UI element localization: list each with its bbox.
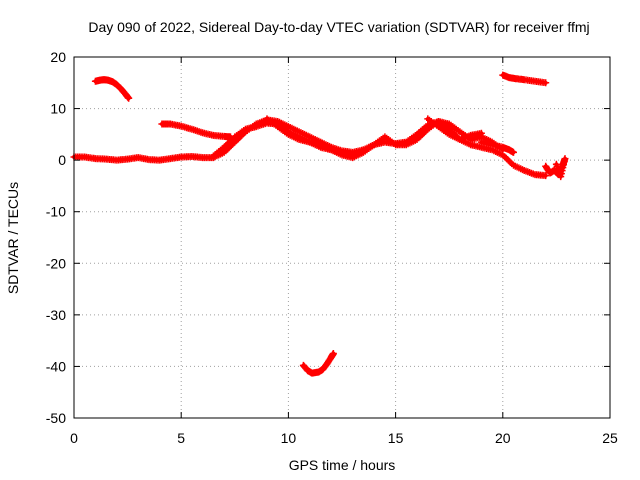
axis-ticks: 0 5 10 15 20 25 -50 -40 -30 -20 -10 0 10 20 <box>46 49 618 446</box>
data-series <box>70 71 569 377</box>
plot-frame <box>73 56 611 419</box>
data-point <box>542 172 550 180</box>
series-arc-10 <box>299 350 337 377</box>
y-tick-label: -20 <box>46 255 66 271</box>
y-tick-label: -10 <box>46 204 66 220</box>
grid-lines <box>74 57 610 418</box>
y-tick-label: 20 <box>50 49 66 65</box>
data-point <box>349 150 357 158</box>
series-arc-2 <box>70 116 550 180</box>
series-arc-8 <box>499 71 550 87</box>
series-arc-4 <box>158 120 234 141</box>
series-arc-7 <box>477 138 517 156</box>
series-arc-9 <box>542 155 569 181</box>
y-tick-label: -50 <box>46 410 66 426</box>
x-tick-label: 5 <box>177 430 185 446</box>
y-tick-label: -40 <box>46 358 66 374</box>
data-point <box>125 94 133 102</box>
data-point <box>227 133 234 141</box>
series-arc-6 <box>424 115 485 143</box>
series-arc-1 <box>91 76 133 102</box>
y-axis-label: SDTVAR / TECUs <box>5 182 21 294</box>
y-tick-label: 10 <box>50 101 66 117</box>
data-point <box>552 160 560 168</box>
y-tick-label: 0 <box>58 152 66 168</box>
chart-title: Day 090 of 2022, Sidereal Day-to-day VTE… <box>88 19 589 35</box>
data-point <box>477 129 485 137</box>
x-tick-label: 15 <box>388 430 404 446</box>
x-axis-label: GPS time / hours <box>289 457 396 473</box>
data-point <box>329 350 337 357</box>
data-point <box>510 148 517 156</box>
y-tick-label: -30 <box>46 307 66 323</box>
x-tick-label: 10 <box>281 430 297 446</box>
x-tick-label: 0 <box>70 430 78 446</box>
x-tick-label: 25 <box>602 430 618 446</box>
series-arc-5 <box>263 115 357 158</box>
x-tick-label: 20 <box>495 430 511 446</box>
data-point <box>542 79 550 87</box>
